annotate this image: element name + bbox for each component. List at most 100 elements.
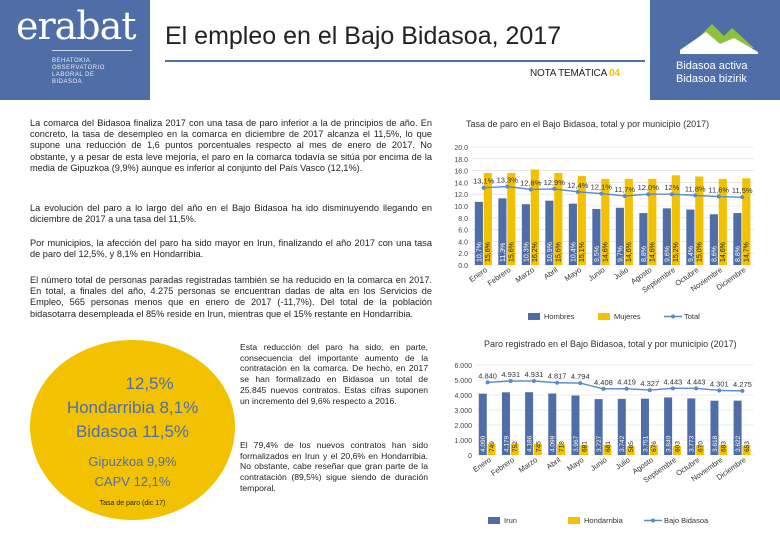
chart-1-ytick: 18.0 [454, 157, 468, 164]
chart-2-line-point [601, 386, 606, 391]
chart-1-bar-mujeres [742, 178, 751, 265]
chart-1-xtick: Julio [612, 265, 630, 281]
chart-2-bar-irun [571, 395, 580, 455]
stat-bidasoa: Bidasoa 11,5% [30, 422, 235, 442]
chart-2-xtick: Febrero [489, 455, 516, 477]
chart-1-bar-label: 11,3% [500, 243, 507, 262]
chart-2-bar-irun [640, 398, 649, 455]
chart-1-bar-hombres [521, 204, 530, 265]
chart-2-bar-label: 4.090 [480, 435, 487, 452]
chart-1-bar-mujeres [530, 169, 539, 265]
chart-2-line-label: 4.794 [571, 372, 590, 381]
header: erabat BEHATOKIA OBSERVATORIO LABORAL DE… [0, 0, 780, 100]
chart-2-line-point [555, 380, 560, 385]
chart-2-bar-label: 4.099 [550, 435, 557, 452]
chart-2-ytick: 6.000 [454, 363, 472, 370]
chart-1-bar-label: 14,6% [720, 242, 727, 262]
chart-2-xtick: Mayo [565, 455, 585, 473]
chart-1-line-label: 12,9% [544, 178, 566, 187]
chart-1-line-point [693, 193, 698, 198]
chart-2-bar-irun [525, 392, 534, 455]
chart-2-line-point [531, 379, 536, 384]
chart-2-line-label: 4.419 [617, 378, 636, 387]
chart-2-legend-label: Irun [504, 516, 517, 525]
chart-2-bar-hondarribia [533, 443, 542, 455]
chart-2-line-bajo-bidasoa [487, 380, 743, 392]
chart-1-line-point [505, 184, 510, 189]
chart-1-bar-hombres [498, 198, 507, 265]
chart-2-line-point [694, 386, 699, 391]
chart-2-legend-label: Bajo Bidasoa [664, 516, 709, 525]
chart-2-line-point [485, 380, 490, 385]
chart-1-line-point [622, 193, 627, 198]
chart-2-bar-hondarribia [742, 445, 751, 455]
chart-2-bar-label: 3.622 [735, 435, 742, 452]
chart-1-bar-label: 14,7% [744, 242, 751, 262]
chart-2-legend-marker [651, 518, 655, 523]
chart-2-line-point [508, 379, 513, 384]
chart-2-line-point [717, 388, 722, 393]
chart-2-line-label: 4.840 [478, 371, 497, 380]
chart-2-bar-hondarribia [603, 444, 612, 455]
chart-2-ytick: 2.000 [454, 423, 472, 430]
chart-2-bar-irun [687, 398, 696, 455]
chart-1-bar-hombres [709, 214, 718, 265]
chart-2-line-label: 4.443 [664, 377, 683, 386]
chart-1-svg: 0.0 2.0 4.0 6.0 8.0 10.0 12.0 14.0 16.0 18.0 20.0 1… [454, 145, 754, 321]
chart-1-line-label: 13,3% [497, 176, 519, 185]
chart-2-line-label: 4.408 [594, 378, 613, 387]
nota-tematica: NOTA TEMÁTICA 04 [530, 68, 620, 79]
chart-1-line-label: 12,0% [638, 183, 660, 192]
right-logo-line-2: Bidasoa bizirik [676, 73, 747, 85]
chart-1-line-label: 12% [664, 183, 679, 192]
stat-hondarribia-label: Hondarribia [66, 398, 155, 417]
chart-1-legend-label: Total [684, 312, 700, 321]
chart-2-xtick: Julio [614, 455, 632, 471]
chart-1-bar-label: 15,0% [697, 242, 704, 262]
chart-1-line-label: 13,1% [473, 177, 495, 186]
chart-1-line-point [552, 186, 557, 191]
stat-bidasoa-value: 11,5% [142, 422, 190, 441]
chart-2-bar-hondarribia [696, 444, 705, 455]
stat-hondarribia: Hondarribia 8,1% [30, 398, 235, 418]
chart-1-line-label: 12,4% [567, 181, 589, 190]
chart-1-ytick: 10.0 [454, 204, 468, 211]
chart-1-bar-mujeres [483, 172, 492, 265]
chart-2-bar-label: 745 [535, 441, 542, 452]
chart-1-bar-label: 8,6% [711, 246, 718, 262]
chart-2-bar-label: 653 [744, 441, 751, 452]
chart-1-bar-label: 14,6% [650, 242, 657, 262]
chart-1-ytick: 2.0 [458, 251, 468, 258]
paragraph-5: Esta reducción del paro ha sido, en part… [240, 342, 428, 406]
chart-2-ytick: 5.000 [454, 378, 472, 385]
chart-2-bar-label: 670 [697, 441, 704, 452]
chart-2-bar-label: 681 [605, 441, 612, 452]
chart-1-legend-swatch [528, 313, 540, 320]
chart-1-bar-mujeres [507, 172, 516, 265]
chart-1-xtick: Marzo [514, 265, 536, 284]
chart-2-line-label: 4.817 [548, 372, 567, 381]
chart-1-bar-label: 9,6% [664, 246, 671, 262]
chart-1-bar-label: 15,6% [485, 242, 492, 262]
chart-1-line-point [716, 194, 721, 199]
chart-2-bar-label: 3.742 [619, 435, 626, 452]
chart-2-bar-label: 585 [628, 441, 635, 452]
chart-2-bar-label: 681 [582, 441, 589, 452]
chart-2-bar-hondarribia [510, 443, 519, 455]
chart-1-bar-hombres [545, 200, 554, 265]
chart-2-ytick: 0 [468, 453, 472, 460]
chart-1-xtick: Mayo [563, 265, 583, 283]
chart-1-ytick: 4.0 [458, 239, 468, 246]
chart-1-ytick: 16.0 [454, 169, 468, 176]
chart-2-bar-label: 3.751 [642, 435, 649, 452]
right-logo-line-1: Bidasoa activa [676, 60, 748, 72]
chart-1-bar-mujeres [554, 172, 563, 265]
stat-irun: Irun 12,5% [30, 374, 235, 394]
chart-1-line-label: 12,8% [520, 178, 542, 187]
chart-2-bar-label: 603 [674, 441, 681, 452]
chart-1-bar-label: 10,7% [476, 242, 483, 262]
chart-2-bar-label: 4.186 [527, 435, 534, 452]
chart-1-ytick: 6.0 [458, 228, 468, 235]
chart-2-xtick: Marzo [517, 455, 539, 474]
brand-sub-2: OBSERVATORIO [52, 65, 105, 71]
